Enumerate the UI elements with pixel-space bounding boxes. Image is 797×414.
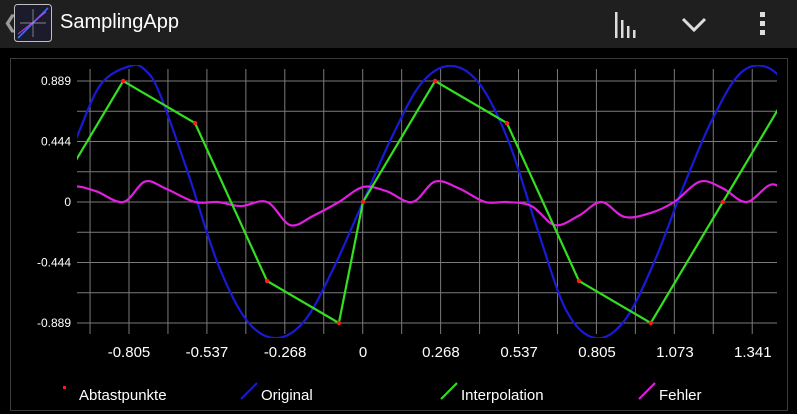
x-tick-label: -0.268: [264, 344, 307, 361]
legend-swatch-line: [240, 382, 258, 400]
legend-swatch-line: [440, 382, 458, 400]
legend-swatch-line: [638, 382, 656, 400]
legend-item: Interpolation: [440, 382, 544, 404]
y-tick-label: 0.889: [41, 74, 71, 88]
legend-label: Fehler: [659, 387, 702, 404]
legend-item: Abtastpunkte: [63, 386, 167, 404]
x-tick-label: 1.341: [734, 344, 772, 361]
y-tick-label: 0: [64, 195, 71, 209]
x-tick-label: 1.073: [656, 344, 694, 361]
fehler-line: [77, 179, 777, 227]
x-tick-label: -0.537: [186, 344, 229, 361]
sample-point: [576, 278, 582, 284]
x-tick-label: 0.805: [578, 344, 616, 361]
sample-point: [49, 200, 53, 204]
sample-point: [360, 199, 366, 205]
sample-point: [648, 320, 653, 326]
chevron-down-icon[interactable]: [676, 6, 712, 42]
legend-swatch-abtastpunkte: [63, 386, 66, 389]
sample-point: [504, 120, 510, 126]
sample-point: [720, 199, 726, 205]
overflow-menu-icon[interactable]: [748, 6, 778, 42]
x-tick-label: 0: [359, 344, 367, 361]
sample-point: [192, 120, 198, 126]
legend-item: Original: [240, 382, 313, 404]
x-tick-label: -0.805: [108, 344, 151, 361]
y-tick-label: 0.444: [41, 135, 71, 149]
legend-label: Abtastpunkte: [79, 387, 167, 404]
sample-point: [432, 78, 438, 84]
x-tick-label: 0.268: [422, 344, 460, 361]
sample-point: [120, 78, 126, 84]
legend-label: Original: [261, 387, 313, 404]
sample-point: [264, 278, 270, 284]
sample-point: [336, 320, 342, 326]
y-tick-label: -0.889: [37, 316, 71, 330]
legend-item: Fehler: [638, 382, 702, 404]
original-line: [77, 65, 777, 338]
y-tick-label: -0.444: [37, 255, 71, 269]
chart-bars-icon[interactable]: [606, 6, 642, 42]
sampling-chart[interactable]: -0.889 -0.444 0 0.444 0.889 -0.805 -0.537 -0.26…: [11, 59, 787, 410]
action-bar: ❮ SamplingApp: [0, 0, 797, 48]
app-title: SamplingApp: [60, 11, 179, 33]
x-tick-label: 0.537: [500, 344, 538, 361]
chart-panel: -0.889 -0.444 0 0.444 0.889 -0.805 -0.537 -0.26…: [10, 58, 788, 411]
app-icon[interactable]: [14, 4, 52, 42]
legend-label: Interpolation: [461, 387, 544, 404]
